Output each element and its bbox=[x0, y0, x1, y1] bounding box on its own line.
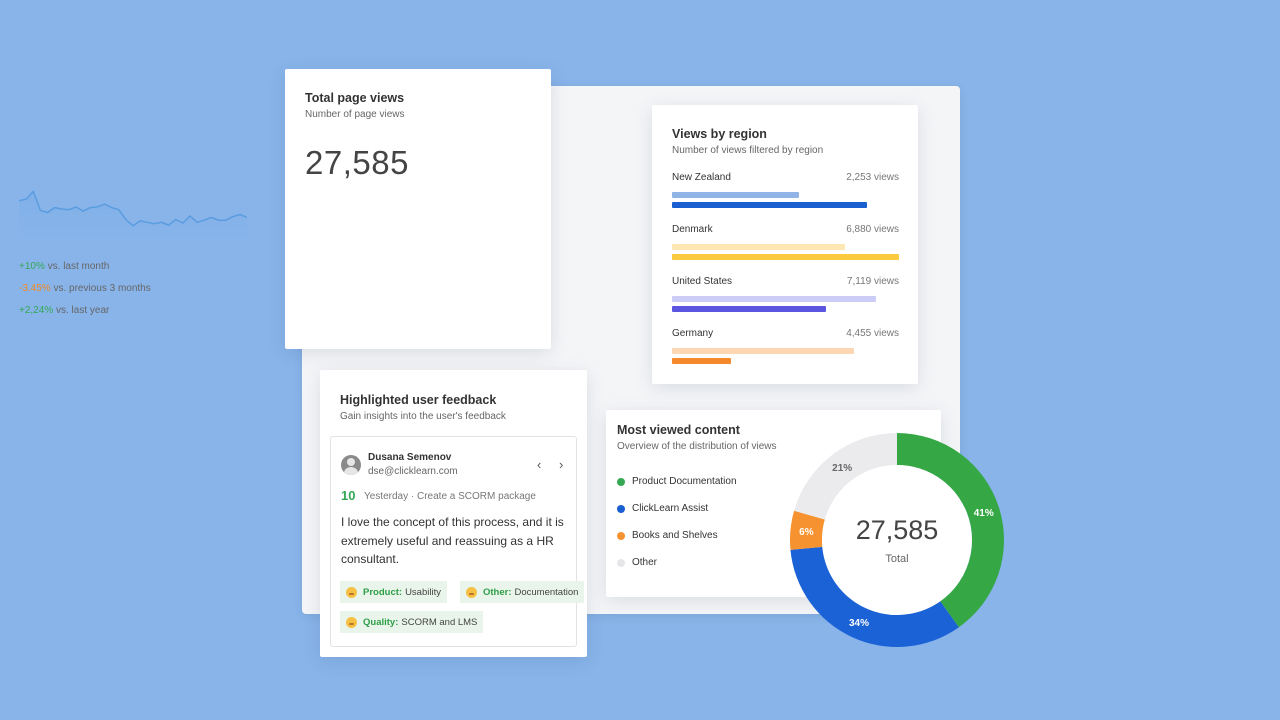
page-views-card: Total page views Number of page views 27… bbox=[285, 69, 551, 349]
tag-value: SCORM and LMS bbox=[401, 616, 478, 628]
legend-label: Other bbox=[632, 557, 658, 568]
feedback-item: Dusana Semenov dse@clicklearn.com ‹ › 10… bbox=[330, 436, 577, 647]
legend-label: Product Documentation bbox=[632, 476, 737, 487]
neutral-face-icon bbox=[346, 586, 357, 598]
neutral-face-icon bbox=[466, 586, 477, 598]
feedback-tag[interactable]: Other: Documentation bbox=[460, 581, 585, 603]
tag-value: Usability bbox=[405, 586, 441, 598]
tag-category: Other: bbox=[483, 586, 512, 598]
feedback-user-name: Dusana Semenov bbox=[368, 452, 452, 463]
region-name: Germany bbox=[672, 328, 714, 339]
region-name: New Zealand bbox=[672, 172, 731, 183]
region-row: United States 7,119 views bbox=[672, 276, 899, 312]
legend-dot bbox=[617, 477, 625, 486]
region-row-head: Denmark 6,880 views bbox=[672, 224, 899, 235]
donut-slice bbox=[794, 433, 897, 520]
donut-slice-label: 34% bbox=[849, 618, 869, 629]
donut-slice-label: 6% bbox=[799, 527, 814, 538]
feedback-tag[interactable]: Quality: SCORM and LMS bbox=[340, 611, 484, 633]
region-views: 7,119 views bbox=[846, 276, 899, 287]
legend-item: Product Documentation bbox=[617, 476, 737, 487]
region-name: Denmark bbox=[672, 224, 713, 235]
legend-dot bbox=[617, 558, 625, 567]
region-title: Views by region bbox=[672, 127, 767, 141]
region-row: New Zealand 2,253 views bbox=[672, 172, 899, 208]
donut-total-value: 27,585 bbox=[855, 515, 939, 545]
legend-dot bbox=[617, 531, 625, 540]
feedback-user-email: dse@clicklearn.com bbox=[368, 466, 458, 477]
region-views: 4,455 views bbox=[846, 328, 899, 339]
region-bar-previous bbox=[672, 296, 877, 302]
legend-item: Books and Shelves bbox=[617, 530, 718, 541]
chevron-right-icon[interactable]: › bbox=[559, 457, 564, 472]
region-row: Denmark 6,880 views bbox=[672, 224, 899, 260]
legend-label: Books and Shelves bbox=[632, 530, 718, 541]
donut-total-label: Total bbox=[885, 553, 909, 565]
delta-value: +10% bbox=[19, 261, 45, 272]
feedback-card: Highlighted user feedback Gain insights … bbox=[320, 370, 587, 657]
delta-label: vs. previous 3 months bbox=[53, 283, 151, 294]
region-bar-previous bbox=[672, 192, 800, 198]
page-views-title: Total page views bbox=[305, 91, 405, 105]
delta-label: vs. last year bbox=[55, 305, 110, 316]
donut-hole bbox=[822, 465, 972, 615]
region-card: Views by region Number of views filtered… bbox=[652, 105, 918, 384]
donut-slice bbox=[897, 433, 1004, 628]
delta-row-year: +2,24% vs. last year bbox=[19, 305, 109, 316]
feedback-score: 10 bbox=[341, 488, 356, 503]
region-bar-current bbox=[672, 202, 868, 208]
region-row-head: New Zealand 2,253 views bbox=[672, 172, 899, 183]
sparkline-area bbox=[19, 191, 247, 244]
avatar bbox=[341, 455, 361, 475]
page-views-total: 27,585 bbox=[305, 144, 409, 181]
neutral-face-icon bbox=[346, 616, 357, 628]
region-views: 2,253 views bbox=[846, 172, 899, 183]
region-bar-current bbox=[672, 306, 827, 312]
region-row-head: United States 7,119 views bbox=[672, 276, 899, 287]
delta-value: -3.45% bbox=[19, 283, 51, 294]
region-bar-current bbox=[672, 358, 732, 364]
feedback-meta: Yesterday · Create a SCORM package bbox=[364, 491, 536, 502]
feedback-title: Highlighted user feedback bbox=[340, 393, 497, 407]
donut-slice bbox=[790, 546, 959, 647]
feedback-subtitle: Gain insights into the user's feedback bbox=[340, 411, 506, 422]
feedback-tag[interactable]: Product: Usability bbox=[340, 581, 447, 603]
region-name: United States bbox=[672, 276, 733, 287]
region-subtitle: Number of views filtered by region bbox=[672, 145, 824, 156]
distribution-donut-chart: 41% 34% 6% 21% bbox=[790, 433, 1004, 647]
tag-category: Product: bbox=[363, 586, 403, 598]
tag-value: Documentation bbox=[514, 586, 579, 598]
sparkline-line bbox=[19, 190, 247, 227]
region-views: 6,880 views bbox=[846, 224, 899, 235]
delta-label: vs. last month bbox=[47, 261, 110, 272]
delta-row-month: +10% vs. last month bbox=[19, 261, 109, 272]
legend-item: Other bbox=[617, 557, 657, 568]
page-views-sparkline bbox=[19, 190, 247, 244]
region-row: Germany 4,455 views bbox=[672, 328, 899, 364]
chevron-left-icon[interactable]: ‹ bbox=[537, 457, 542, 472]
delta-value: +2,24% bbox=[19, 305, 54, 316]
most-viewed-title: Most viewed content bbox=[617, 423, 740, 437]
donut-slice-label: 21% bbox=[832, 463, 852, 474]
region-bar-current bbox=[672, 254, 899, 260]
tag-category: Quality: bbox=[363, 616, 399, 628]
legend-item: ClickLearn Assist bbox=[617, 503, 708, 514]
region-row-head: Germany 4,455 views bbox=[672, 328, 899, 339]
donut-slice bbox=[790, 510, 825, 550]
donut-slice-label: 41% bbox=[974, 508, 994, 519]
region-bar-previous bbox=[672, 348, 854, 354]
page-views-subtitle: Number of page views bbox=[305, 109, 405, 120]
region-bar-previous bbox=[672, 244, 845, 250]
most-viewed-subtitle: Overview of the distribution of views bbox=[617, 441, 777, 452]
legend-label: ClickLearn Assist bbox=[632, 503, 709, 514]
legend-dot bbox=[617, 504, 625, 513]
delta-row-3months: -3.45% vs. previous 3 months bbox=[19, 283, 151, 294]
feedback-text: I love the concept of this process, and … bbox=[341, 515, 564, 566]
